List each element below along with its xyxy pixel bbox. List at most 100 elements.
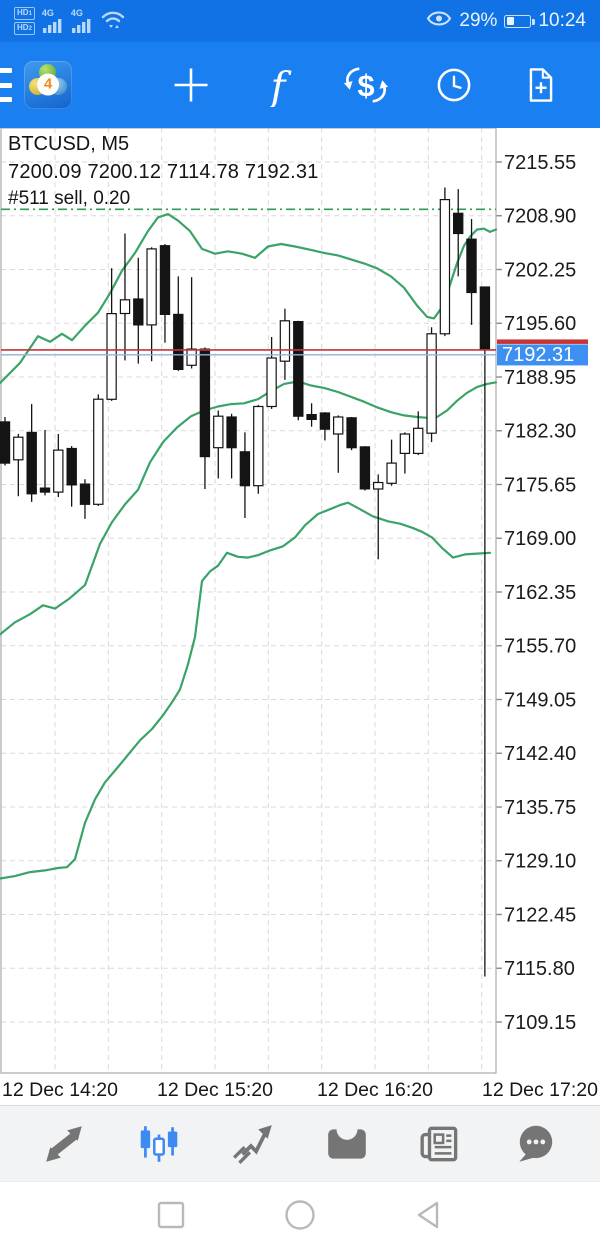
wifi-icon [100,9,126,34]
time-axis-label: 12 Dec 16:20 [317,1079,433,1101]
candle-body [146,248,157,326]
status-bar: HD1 HD2 4G 4G [0,0,600,42]
candle-body [199,348,211,458]
price-axis-label: 7188.95 [504,367,576,389]
tab-quotes[interactable] [34,1114,94,1174]
candle-body [106,313,117,400]
eye-comfort-icon [426,9,452,33]
android-navigation-bar [0,1181,600,1247]
candle-body [53,449,64,493]
plot-border [0,128,497,1074]
trend-arrow-icon [232,1124,272,1164]
recents-button[interactable] [154,1198,188,1232]
price-axis-label: 7135.75 [504,797,576,819]
candle-body [66,447,77,486]
menu-button[interactable] [0,68,14,102]
home-circle-icon [285,1199,315,1230]
candle-body [359,446,371,490]
signal-bars-sim1-icon: 4G [42,8,64,33]
svg-text:f: f [268,63,292,107]
tab-trade[interactable] [223,1114,283,1174]
candlestick-chart-icon [140,1125,177,1162]
hd1-icon: HD1 [14,7,35,20]
chart-ohlc-values: 7200.09 7200.12 7114.78 7192.31 [8,161,319,183]
back-button[interactable] [412,1198,446,1232]
candle-body [133,298,144,326]
trade-dollar-icon: $ [343,67,389,103]
price-axis-label: 7169.00 [504,528,576,550]
bid-price-tag-value: 7192.31 [502,344,574,366]
price-axis-label: 7208.90 [504,206,576,228]
bollinger-upper-band [0,213,498,385]
price-axis-label: 7149.05 [504,689,576,711]
price-axis-label: 7182.30 [504,421,576,443]
candle-body [0,421,11,464]
price-axis-label: 7115.80 [504,958,575,980]
candle-body [239,451,251,487]
time-axis-label: 12 Dec 17:20 [482,1079,598,1101]
chart-open-position: #511 sell, 0.20 [8,188,131,209]
bollinger-lower-band [0,501,492,880]
tab-messages[interactable] [506,1114,566,1174]
candle-body [386,462,397,484]
function-icon: f [268,63,292,107]
candle-body [413,427,424,454]
candle-body [279,320,291,362]
price-axis-label: 7122.45 [504,904,576,926]
hd-voice-icons: HD1 HD2 [14,7,35,35]
candle-body [159,245,171,315]
ask-price-marker [497,339,588,344]
candle-body [333,416,344,435]
home-button[interactable] [283,1198,317,1232]
price-axis-label: 7215.55 [504,152,576,174]
price-chart-canvas[interactable]: 7215.55 7208.90 7202.25 7195.60 7188.95 7182.… [0,128,600,1105]
tab-history[interactable] [317,1114,377,1174]
tab-news[interactable] [411,1114,471,1174]
new-order-button[interactable] [512,56,570,114]
price-axis-label: 7162.35 [504,582,576,604]
candle-body [319,412,331,430]
clock-icon [437,68,471,102]
chat-bubble-icon [518,1125,552,1162]
indicators-button[interactable]: f [249,56,307,114]
price-axis-label: 7109.15 [504,1012,576,1034]
svg-text:$: $ [357,69,374,103]
candle-body [399,433,411,454]
recents-square-icon [157,1201,185,1228]
crosshair-icon [174,68,208,102]
bottom-toolbar [0,1105,600,1181]
tab-charts-active[interactable] [129,1114,189,1174]
candle-body [79,483,91,505]
inbox-tray-icon [328,1120,366,1159]
back-triangle-icon [417,1201,439,1228]
chart-symbol-period: BTCUSD, M5 [8,133,130,155]
logo-number: 4 [37,73,59,96]
bid-price-tag [497,344,588,366]
hd2-icon: HD2 [14,22,35,35]
candle-body [93,398,104,505]
history-button[interactable] [425,56,483,114]
candle-body [346,417,357,449]
chart-area[interactable]: 7215.55 7208.90 7202.25 7195.60 7188.95 7182.… [0,128,600,1105]
candle-body [213,415,224,449]
trade-button[interactable]: $ [337,56,395,114]
candle-body [253,405,264,487]
candle-body [439,199,451,335]
new-order-icon [530,68,553,102]
quotes-arrows-icon [46,1125,83,1162]
mt4-logo[interactable]: 4 [24,61,72,109]
signal-bars-sim2-icon: 4G [71,8,93,33]
app-toolbar: 4 f $ [0,42,600,128]
clock-text: 10:24 [538,10,586,31]
price-axis-label: 7202.25 [504,259,576,281]
candle-body [26,431,37,495]
candle-body [306,414,317,421]
candle-body [466,238,477,294]
price-axis-label: 7129.10 [504,851,576,873]
battery-icon [504,14,535,28]
candle-body [13,436,24,461]
crosshair-button[interactable] [162,56,220,114]
candle-body [266,357,277,408]
price-axis-label: 7175.65 [504,474,576,496]
